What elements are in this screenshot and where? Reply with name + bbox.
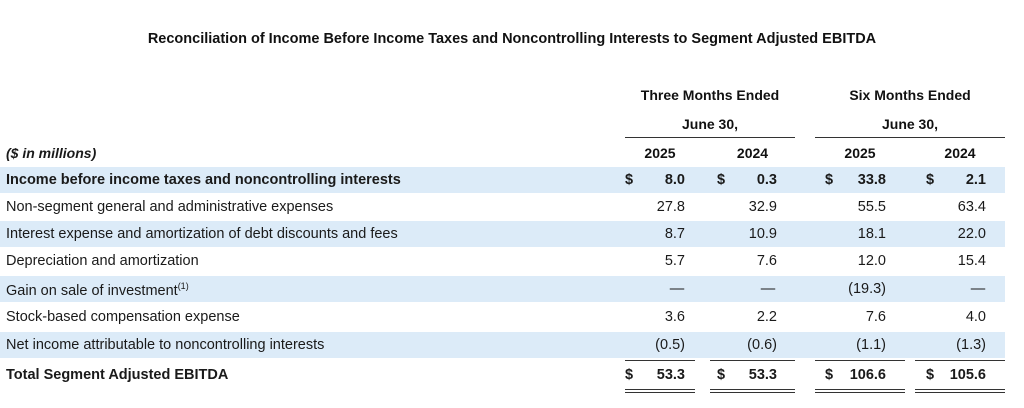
cell-value: 8.0 [664, 172, 685, 188]
cell-value: 106.6 [849, 367, 886, 383]
currency-symbol: $ [717, 367, 726, 383]
row-label-text: Non-segment general and administrative e… [6, 199, 334, 215]
total-double-rule-bottom [625, 392, 695, 393]
total-double-rule-bottom [710, 392, 795, 393]
cell-value: 53.3 [656, 367, 685, 383]
total-double-rule-top [710, 389, 795, 390]
cell-value: 4.0 [965, 309, 986, 325]
cell-value: (0.5) [655, 337, 685, 353]
row-label: Stock-based compensation expense [6, 309, 240, 325]
cell-value: 8.7 [664, 226, 685, 242]
cell-value: 10.9 [748, 226, 777, 242]
row-label-text: Depreciation and amortization [6, 253, 199, 269]
cell-value: — [970, 281, 986, 297]
cell-value: 53.3 [748, 367, 777, 383]
total-top-rule [625, 360, 695, 361]
row-label: Gain on sale of investment(1) [6, 281, 189, 299]
year-col-1: 2025 [644, 145, 676, 161]
currency-symbol: $ [625, 172, 634, 188]
row-label-text: Net income attributable to noncontrollin… [6, 337, 325, 353]
table-row: Total Segment Adjusted EBITDA $53.3 $53.3 $… [0, 362, 1005, 388]
currency-symbol: $ [926, 367, 935, 383]
cell-value: — [669, 281, 685, 297]
currency-symbol: $ [717, 172, 726, 188]
table-row: Net income attributable to noncontrollin… [0, 332, 1005, 358]
total-double-rule-top [625, 389, 695, 390]
cell-value: 33.8 [857, 172, 886, 188]
table-row: Non-segment general and administrative e… [0, 194, 1005, 220]
row-label: Depreciation and amortization [6, 253, 199, 269]
year-col-3: 2025 [844, 145, 876, 161]
six-months-date: June 30, [881, 116, 939, 132]
cell-value: 2.1 [965, 172, 986, 188]
footnote-marker: (1) [177, 281, 189, 291]
cell-value: (19.3) [848, 281, 886, 297]
table-row: Gain on sale of investment(1) — — (19.3) — [0, 276, 1005, 302]
row-label-text: Income before income taxes and noncontro… [6, 172, 401, 188]
cell-value: 15.4 [957, 253, 986, 269]
three-months-header: Three Months Ended [640, 87, 780, 103]
row-label: Income before income taxes and noncontro… [6, 172, 401, 188]
total-double-rule-top [815, 389, 905, 390]
total-top-rule [915, 360, 1005, 361]
table-row: Depreciation and amortization 5.7 7.6 12.0 1… [0, 248, 1005, 274]
six-months-rule [815, 137, 1005, 138]
row-label-text: Total Segment Adjusted EBITDA [6, 367, 229, 383]
three-months-date: June 30, [681, 116, 739, 132]
year-col-2: 2024 [736, 145, 769, 161]
cell-value: 12.0 [857, 253, 886, 269]
table-row: Stock-based compensation expense 3.6 2.2 7.… [0, 304, 1005, 330]
cell-value: 5.7 [664, 253, 685, 269]
table-row: Interest expense and amortization of deb… [0, 221, 1005, 247]
table-title: Reconciliation of Income Before Income T… [147, 31, 877, 47]
currency-symbol: $ [625, 367, 634, 383]
cell-value: 63.4 [957, 199, 986, 215]
row-label: Non-segment general and administrative e… [6, 199, 333, 215]
cell-value: 18.1 [857, 226, 886, 242]
cell-value: 22.0 [957, 226, 986, 242]
cell-value: 55.5 [857, 199, 886, 215]
currency-symbol: $ [825, 172, 834, 188]
three-months-rule [625, 137, 795, 138]
table-row: Income before income taxes and noncontro… [0, 167, 1005, 193]
row-label-text: Stock-based compensation expense [6, 309, 240, 325]
row-label: Net income attributable to noncontrollin… [6, 337, 324, 353]
cell-value: 7.6 [865, 309, 886, 325]
cell-value: 105.6 [949, 367, 986, 383]
row-label: Interest expense and amortization of deb… [6, 226, 398, 242]
total-double-rule-bottom [915, 392, 1005, 393]
cell-value: — [760, 281, 776, 297]
cell-value: 0.3 [756, 172, 777, 188]
cell-value: 32.9 [748, 199, 777, 215]
total-double-rule-bottom [815, 392, 905, 393]
currency-symbol: $ [825, 367, 834, 383]
cell-value: 3.6 [664, 309, 685, 325]
cell-value: (1.1) [856, 337, 886, 353]
cell-value: (1.3) [956, 337, 986, 353]
cell-value: 27.8 [656, 199, 685, 215]
year-col-4: 2024 [944, 145, 976, 161]
cell-value: 7.6 [756, 253, 777, 269]
row-label-text: Gain on sale of investment [6, 283, 178, 299]
six-months-header: Six Months Ended [849, 87, 971, 103]
total-top-rule [710, 360, 795, 361]
total-top-rule [815, 360, 905, 361]
cell-value: (0.6) [747, 337, 777, 353]
currency-symbol: $ [926, 172, 935, 188]
row-label-text: Interest expense and amortization of deb… [6, 226, 398, 242]
row-label: Total Segment Adjusted EBITDA [6, 367, 228, 383]
units-label: ($ in millions) [6, 145, 97, 161]
cell-value: 2.2 [756, 309, 777, 325]
total-double-rule-top [915, 389, 1005, 390]
